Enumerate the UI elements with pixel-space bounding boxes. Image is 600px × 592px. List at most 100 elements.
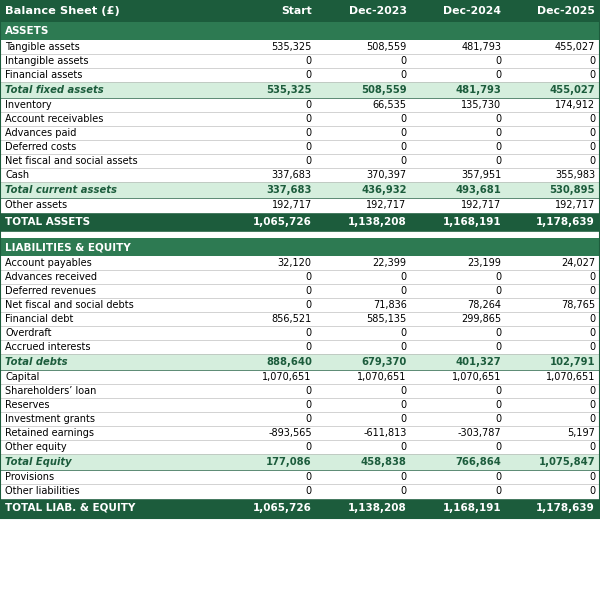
Text: 535,325: 535,325 [266,85,312,95]
Text: 0: 0 [305,142,312,152]
Text: 66,535: 66,535 [373,100,407,110]
Text: Dec-2024: Dec-2024 [443,6,502,16]
Text: Other assets: Other assets [5,200,67,210]
Text: 78,264: 78,264 [467,300,502,310]
Text: Total Equity: Total Equity [5,457,71,467]
Text: 192,717: 192,717 [367,200,407,210]
Text: Accrued interests: Accrued interests [5,342,91,352]
Text: 32,120: 32,120 [278,258,312,268]
FancyBboxPatch shape [0,326,600,340]
FancyBboxPatch shape [0,0,600,22]
Text: 0: 0 [589,314,595,324]
Text: 0: 0 [305,156,312,166]
FancyBboxPatch shape [0,298,600,312]
Text: 192,717: 192,717 [461,200,502,210]
Text: 192,717: 192,717 [272,200,312,210]
Text: 0: 0 [495,414,502,424]
FancyBboxPatch shape [0,470,600,484]
Text: Reserves: Reserves [5,400,49,410]
Text: 0: 0 [495,442,502,452]
Text: Financial debt: Financial debt [5,314,73,324]
Text: 0: 0 [400,414,407,424]
Text: 0: 0 [305,400,312,410]
FancyBboxPatch shape [0,256,600,270]
Text: Provisions: Provisions [5,472,54,482]
Text: 1,065,726: 1,065,726 [253,503,312,513]
Text: 493,681: 493,681 [455,185,502,195]
Text: 0: 0 [400,472,407,482]
FancyBboxPatch shape [0,270,600,284]
Text: 24,027: 24,027 [561,258,595,268]
Text: 0: 0 [495,56,502,66]
Text: 0: 0 [589,156,595,166]
Text: Financial assets: Financial assets [5,70,82,80]
Text: 299,865: 299,865 [461,314,502,324]
Text: 1,138,208: 1,138,208 [348,503,407,513]
Text: 0: 0 [589,400,595,410]
Text: -893,565: -893,565 [268,428,312,438]
FancyBboxPatch shape [0,22,600,40]
Text: 370,397: 370,397 [367,170,407,180]
Text: 0: 0 [305,442,312,452]
Text: 0: 0 [495,128,502,138]
Text: 0: 0 [495,272,502,282]
Text: Capital: Capital [5,372,40,382]
Text: 508,559: 508,559 [367,42,407,52]
FancyBboxPatch shape [0,140,600,154]
Text: 1,075,847: 1,075,847 [538,457,595,467]
Text: -303,787: -303,787 [458,428,502,438]
FancyBboxPatch shape [0,370,600,384]
Text: 1,070,651: 1,070,651 [357,372,407,382]
Text: Cash: Cash [5,170,29,180]
FancyBboxPatch shape [0,384,600,398]
FancyBboxPatch shape [0,484,600,498]
Text: 0: 0 [305,472,312,482]
FancyBboxPatch shape [0,426,600,440]
Text: Investment grants: Investment grants [5,414,95,424]
Text: 0: 0 [589,342,595,352]
Text: 1,070,651: 1,070,651 [452,372,502,382]
Text: 0: 0 [305,272,312,282]
Text: 23,199: 23,199 [467,258,502,268]
FancyBboxPatch shape [0,154,600,168]
Text: 481,793: 481,793 [461,42,502,52]
FancyBboxPatch shape [0,182,600,198]
Text: 0: 0 [400,386,407,396]
Text: 508,559: 508,559 [361,85,407,95]
Text: 766,864: 766,864 [455,457,502,467]
Text: 0: 0 [305,386,312,396]
Text: 1,178,639: 1,178,639 [536,217,595,227]
Text: 455,027: 455,027 [554,42,595,52]
Text: 0: 0 [589,128,595,138]
FancyBboxPatch shape [0,232,600,238]
Text: 102,791: 102,791 [550,357,595,367]
Text: 0: 0 [400,142,407,152]
Text: 0: 0 [400,70,407,80]
Text: Total current assets: Total current assets [5,185,117,195]
FancyBboxPatch shape [0,354,600,370]
Text: 0: 0 [400,114,407,124]
FancyBboxPatch shape [0,98,600,112]
Text: Balance Sheet (£): Balance Sheet (£) [5,6,120,16]
Text: Inventory: Inventory [5,100,52,110]
FancyBboxPatch shape [0,126,600,140]
Text: Dec-2023: Dec-2023 [349,6,407,16]
Text: 0: 0 [305,56,312,66]
Text: 455,027: 455,027 [550,85,595,95]
Text: Dec-2025: Dec-2025 [537,6,595,16]
Text: 355,983: 355,983 [555,170,595,180]
Text: 0: 0 [400,442,407,452]
Text: 71,836: 71,836 [373,300,407,310]
Text: 0: 0 [495,328,502,338]
Text: 0: 0 [400,286,407,296]
FancyBboxPatch shape [0,40,600,54]
Text: 22,399: 22,399 [373,258,407,268]
Text: 0: 0 [589,286,595,296]
Text: 1,065,726: 1,065,726 [253,217,312,227]
FancyBboxPatch shape [0,54,600,68]
FancyBboxPatch shape [0,198,600,212]
FancyBboxPatch shape [0,284,600,298]
Text: Net fiscal and social debts: Net fiscal and social debts [5,300,134,310]
Text: 481,793: 481,793 [455,85,502,95]
Text: TOTAL LIAB. & EQUITY: TOTAL LIAB. & EQUITY [5,503,136,513]
